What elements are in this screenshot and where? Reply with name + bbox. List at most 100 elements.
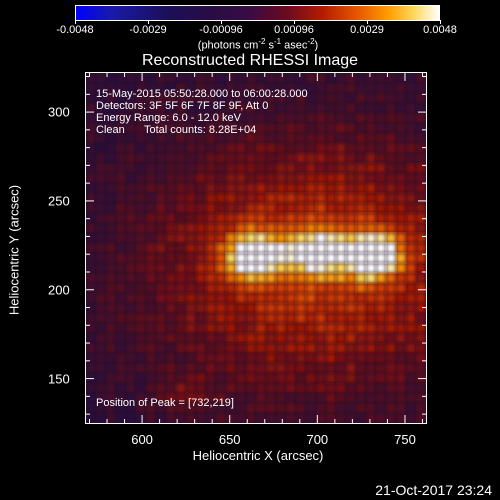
heatmap-cell bbox=[266, 353, 276, 363]
heatmap-cell bbox=[386, 273, 396, 283]
heatmap-cell bbox=[306, 393, 316, 403]
heatmap-cell bbox=[116, 123, 126, 133]
heatmap-cell bbox=[406, 413, 416, 423]
heatmap-cell bbox=[296, 73, 306, 83]
heatmap-cell bbox=[166, 73, 176, 83]
heatmap-cell bbox=[216, 313, 226, 323]
heatmap-cell bbox=[176, 293, 186, 303]
heatmap-cell bbox=[136, 313, 146, 323]
heatmap-cell bbox=[396, 123, 406, 133]
heatmap-cell bbox=[156, 353, 166, 363]
heatmap-cell bbox=[216, 263, 226, 273]
heatmap-cell bbox=[306, 323, 316, 333]
heatmap-cell bbox=[256, 123, 266, 133]
heatmap-cell bbox=[386, 303, 396, 313]
heatmap-cell bbox=[166, 293, 176, 303]
heatmap-cell bbox=[306, 263, 316, 273]
heatmap-cell bbox=[256, 183, 266, 193]
heatmap-cell bbox=[296, 323, 306, 333]
heatmap-cell bbox=[386, 393, 396, 403]
heatmap-cell bbox=[266, 133, 276, 143]
heatmap-cell bbox=[296, 233, 306, 243]
heatmap-cell bbox=[346, 153, 356, 163]
heatmap-cell bbox=[236, 73, 246, 83]
heatmap-cell bbox=[346, 263, 356, 273]
heatmap-cell bbox=[166, 413, 176, 423]
heatmap-cell bbox=[286, 293, 296, 303]
heatmap-cell bbox=[366, 103, 376, 113]
heatmap-cell bbox=[226, 83, 236, 93]
heatmap-cell bbox=[166, 213, 176, 223]
heatmap-cell bbox=[136, 323, 146, 333]
heatmap-cell bbox=[276, 393, 286, 403]
heatmap-cell bbox=[156, 223, 166, 233]
heatmap-cell bbox=[196, 203, 206, 213]
heatmap-cell bbox=[366, 133, 376, 143]
heatmap-cell bbox=[106, 133, 116, 143]
heatmap-cell bbox=[346, 183, 356, 193]
heatmap-cell bbox=[196, 363, 206, 373]
heatmap-cell bbox=[216, 133, 226, 143]
heatmap-cell bbox=[226, 253, 236, 263]
heatmap-cell bbox=[126, 163, 136, 173]
heatmap-cell bbox=[406, 73, 416, 83]
heatmap-cell bbox=[216, 223, 226, 233]
heatmap-cell bbox=[326, 293, 336, 303]
heatmap-cell bbox=[356, 233, 366, 243]
heatmap-cell bbox=[216, 233, 226, 243]
heatmap-cell bbox=[176, 373, 186, 383]
heatmap-cell bbox=[206, 203, 216, 213]
heatmap-cell bbox=[376, 193, 386, 203]
heatmap-cell bbox=[366, 233, 376, 243]
heatmap-cell bbox=[416, 373, 426, 383]
heatmap-cell bbox=[116, 243, 126, 253]
heatmap-cell bbox=[286, 383, 296, 393]
heatmap-cell bbox=[406, 223, 416, 233]
heatmap-cell bbox=[366, 73, 376, 83]
heatmap-cell bbox=[336, 383, 346, 393]
heatmap-cell bbox=[396, 353, 406, 363]
heatmap-cell bbox=[326, 253, 336, 263]
heatmap-cell bbox=[86, 273, 96, 283]
heatmap-cell bbox=[376, 203, 386, 213]
heatmap-cell bbox=[246, 123, 256, 133]
heatmap-cell bbox=[276, 93, 286, 103]
heatmap-cell bbox=[166, 103, 176, 113]
heatmap-cell bbox=[256, 203, 266, 213]
heatmap-cell bbox=[306, 253, 316, 263]
heatmap-cell bbox=[356, 223, 366, 233]
heatmap-cell bbox=[366, 383, 376, 393]
heatmap-cell bbox=[106, 283, 116, 293]
heatmap-cell bbox=[216, 293, 226, 303]
heatmap-cell bbox=[106, 93, 116, 103]
heatmap-cell bbox=[256, 133, 266, 143]
heatmap-cell bbox=[196, 293, 206, 303]
heatmap-cell bbox=[336, 93, 346, 103]
heatmap-cell bbox=[376, 363, 386, 373]
colorbar-tick-mark bbox=[75, 20, 76, 24]
heatmap-cell bbox=[176, 153, 186, 163]
heatmap-cell bbox=[276, 83, 286, 93]
colorbar-tick-mark bbox=[221, 20, 222, 24]
heatmap-cell bbox=[376, 223, 386, 233]
heatmap-cell bbox=[376, 293, 386, 303]
heatmap-cell bbox=[306, 363, 316, 373]
heatmap-cell bbox=[286, 213, 296, 223]
heatmap-cell bbox=[416, 163, 426, 173]
heatmap-cell bbox=[106, 263, 116, 273]
heatmap-cell bbox=[186, 283, 196, 293]
heatmap-cell bbox=[246, 353, 256, 363]
y-tick-label: 200 bbox=[48, 282, 70, 298]
heatmap-cell bbox=[86, 173, 96, 183]
heatmap-cell bbox=[156, 163, 166, 173]
heatmap-cell bbox=[186, 233, 196, 243]
heatmap-cell bbox=[176, 403, 186, 413]
heatmap-cell bbox=[96, 133, 106, 143]
heatmap-cell bbox=[246, 283, 256, 293]
heatmap-cell bbox=[236, 193, 246, 203]
heatmap-cell bbox=[406, 163, 416, 173]
heatmap-cell bbox=[246, 253, 256, 263]
heatmap-cell bbox=[296, 103, 306, 113]
heatmap-cell bbox=[206, 383, 216, 393]
heatmap-cell bbox=[396, 93, 406, 103]
